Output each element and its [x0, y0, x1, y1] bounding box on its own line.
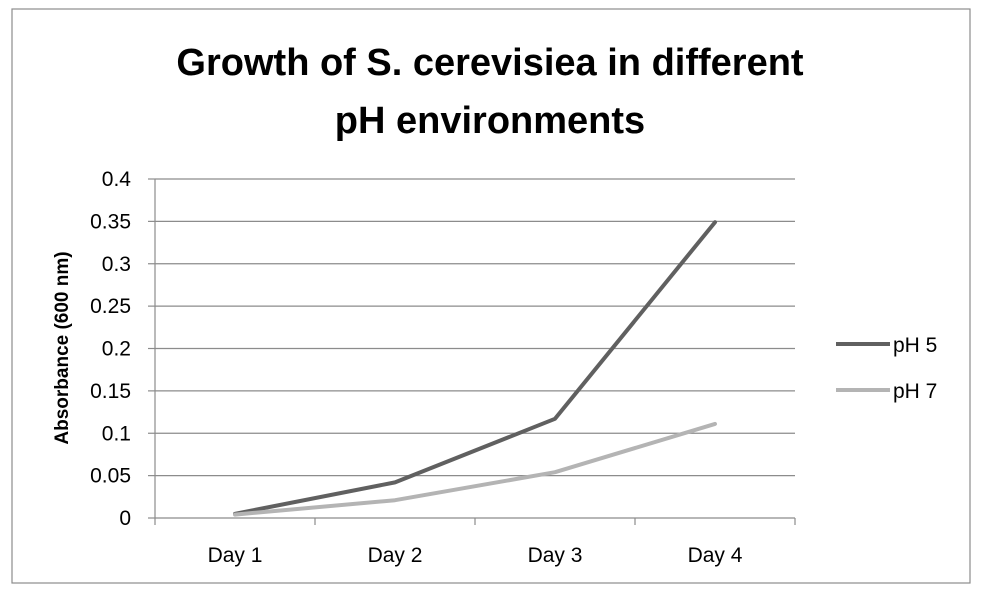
x-tick-label: Day 4 [688, 544, 743, 567]
series-lines [233, 220, 717, 517]
legend-label: pH 7 [893, 380, 937, 403]
x-tick-labels: Day 1 Day 2 Day 3 Day 4 [208, 544, 743, 567]
y-tick-label: 0 [119, 507, 131, 530]
y-tick-label: 0.2 [102, 338, 131, 361]
series-line-1 [233, 220, 717, 516]
chart-title-line-2: pH environments [335, 100, 645, 142]
legend-label: pH 5 [893, 334, 937, 357]
y-tick-label: 0.3 [102, 253, 131, 276]
y-tick-label: 0.25 [90, 295, 131, 318]
legend: pH 5 pH 7 [836, 334, 937, 403]
chart-title-line-1: Growth of S. cerevisiea in different [176, 42, 803, 84]
gridlines [148, 178, 795, 519]
y-tick-label: 0.15 [90, 380, 131, 403]
y-tick-label: 0.1 [102, 422, 131, 445]
y-tick-label: 0.4 [102, 168, 132, 191]
y-tick-label: 0.35 [90, 210, 131, 233]
x-tick-label: Day 3 [528, 544, 583, 567]
axes [154, 179, 796, 525]
x-tick-label: Day 2 [368, 544, 423, 567]
series-line-2 [233, 421, 717, 517]
y-tick-labels: 0 0.05 0.1 0.15 0.2 0.25 0.3 0.35 0.4 [90, 168, 131, 530]
y-tick-label: 0.05 [90, 465, 131, 488]
y-axis-label: Absorbance (600 nm) [52, 251, 73, 444]
chart-border [11, 8, 971, 584]
x-tick-label: Day 1 [208, 544, 263, 567]
